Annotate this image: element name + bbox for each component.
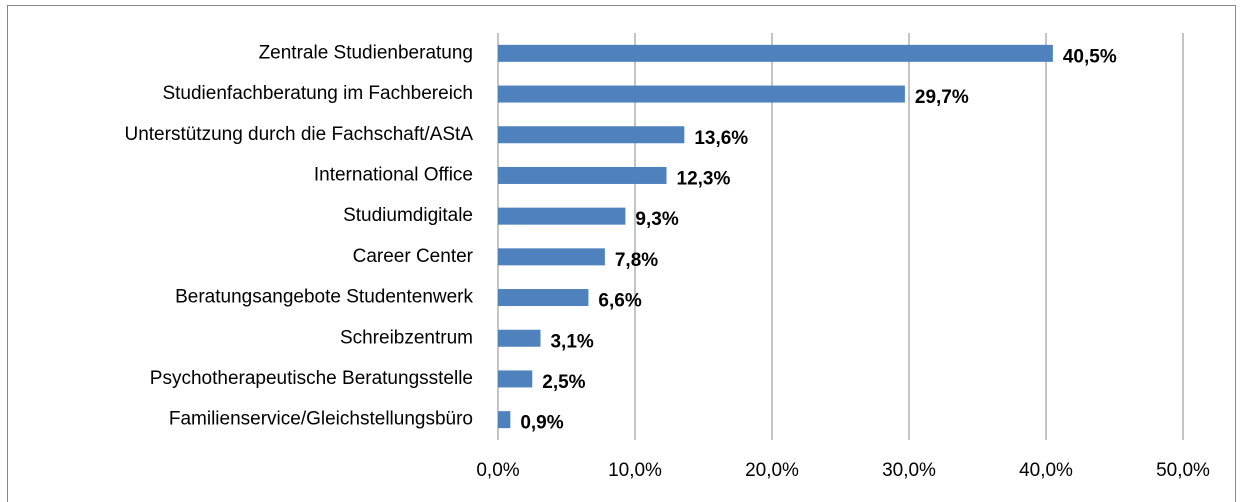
value-label: 40,5% — [1063, 46, 1117, 67]
x-tick-label: 0,0% — [476, 460, 519, 481]
bar — [498, 289, 589, 307]
value-label: 6,6% — [598, 291, 641, 312]
y-tick-label: Studienfachberatung im Fachbereich — [162, 83, 473, 104]
bar — [498, 166, 667, 184]
y-tick-label: Studiumdigitale — [343, 205, 473, 226]
bar — [498, 126, 685, 144]
y-tick-label: Beratungsangebote Studentenwerk — [175, 287, 473, 308]
value-label: 0,9% — [520, 413, 563, 434]
x-tick-label: 50,0% — [1156, 460, 1210, 481]
y-tick-label: Schreibzentrum — [340, 327, 473, 348]
value-label: 2,5% — [542, 372, 585, 393]
bar — [498, 207, 626, 225]
value-label: 7,8% — [615, 250, 658, 271]
bar — [498, 85, 905, 103]
x-tick-label: 20,0% — [745, 460, 799, 481]
x-tick-label: 30,0% — [882, 460, 936, 481]
x-tick-label: 40,0% — [1019, 460, 1073, 481]
value-label: 13,6% — [694, 128, 748, 149]
y-tick-label: Career Center — [353, 246, 474, 267]
bar — [498, 370, 533, 388]
value-label: 9,3% — [635, 209, 678, 230]
y-tick-label: Psychotherapeutische Beratungsstelle — [150, 368, 473, 389]
bar — [498, 411, 511, 429]
value-label: 29,7% — [915, 87, 969, 108]
value-label: 12,3% — [677, 168, 731, 189]
value-label: 3,1% — [550, 331, 593, 352]
y-tick-label: Zentrale Studienberatung — [259, 42, 473, 63]
y-tick-label: Familienservice/Gleichstellungsbüro — [169, 409, 473, 430]
x-tick-label: 10,0% — [608, 460, 662, 481]
bar — [498, 44, 1053, 62]
bar — [498, 329, 541, 347]
y-tick-label: Unterstützung durch die Fachschaft/AStA — [124, 124, 473, 145]
y-tick-label: International Office — [314, 164, 473, 185]
bar — [498, 248, 605, 266]
